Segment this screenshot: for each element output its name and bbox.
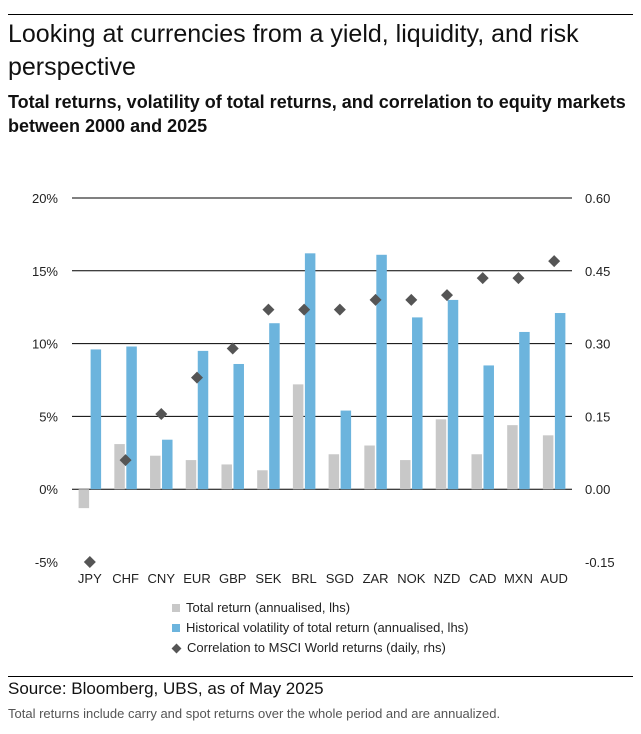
footnote-text: Total returns include carry and spot ret… xyxy=(8,706,501,721)
source-rule xyxy=(8,676,633,677)
bar-volatility xyxy=(90,349,102,490)
point-correlation xyxy=(333,303,346,316)
left-tick-label: 5% xyxy=(39,409,58,424)
bar-total-return xyxy=(257,470,268,490)
bar-volatility xyxy=(233,363,244,490)
x-tick-label: NOK xyxy=(397,571,426,586)
point-correlation xyxy=(226,342,239,355)
bar-volatility xyxy=(197,350,209,490)
bar-total-return xyxy=(542,435,554,490)
left-tick-label: 20% xyxy=(32,191,58,206)
legend-item-volatility: Historical volatility of total return (a… xyxy=(172,618,469,638)
bar-total-return xyxy=(435,419,447,490)
right-tick-label: 0.30 xyxy=(585,337,610,352)
right-tick-label: -0.15 xyxy=(585,555,615,570)
legend-item-correlation: Correlation to MSCI World returns (daily… xyxy=(171,638,469,658)
x-tick-label: SGD xyxy=(326,571,354,586)
x-tick-label: CNY xyxy=(148,571,176,586)
x-tick-label: BRL xyxy=(291,571,316,586)
x-tick-label: JPY xyxy=(78,571,102,586)
x-tick-label: MXN xyxy=(504,571,533,586)
x-tick-label: ZAR xyxy=(363,571,389,586)
chart-title: Looking at currencies from a yield, liqu… xyxy=(8,20,579,81)
point-correlation xyxy=(262,303,275,316)
bar-volatility xyxy=(554,313,566,490)
bar-volatility xyxy=(304,253,316,490)
left-tick-label: 15% xyxy=(32,264,58,279)
bar-total-return xyxy=(292,384,304,490)
bar-volatility xyxy=(412,317,423,490)
bar-total-return xyxy=(78,489,90,509)
bar-total-return xyxy=(185,460,197,490)
top-rule xyxy=(8,14,633,15)
point-correlation xyxy=(405,293,418,306)
legend-swatch-volatility xyxy=(172,624,180,632)
legend-label-volatility: Historical volatility of total return (a… xyxy=(186,620,469,635)
bar-volatility xyxy=(162,439,173,490)
point-correlation xyxy=(369,293,382,306)
legend-item-total-return: Total return (annualised, lhs) xyxy=(172,598,469,618)
right-tick-label: 0.60 xyxy=(585,191,610,206)
bar-volatility xyxy=(126,346,137,490)
x-tick-label: CAD xyxy=(469,571,496,586)
x-tick-label: EUR xyxy=(183,571,210,586)
bar-total-return xyxy=(507,425,518,490)
x-tick-label: SEK xyxy=(255,571,281,586)
bar-volatility xyxy=(447,299,459,490)
point-correlation xyxy=(441,289,453,302)
right-tick-label: 0.00 xyxy=(585,482,610,497)
point-correlation xyxy=(476,272,489,285)
left-tick-label: -5% xyxy=(35,555,59,570)
left-tick-label: 10% xyxy=(32,337,58,352)
bar-total-return xyxy=(471,454,482,490)
x-tick-label: NZD xyxy=(434,571,461,586)
x-tick-label: CHF xyxy=(112,571,139,586)
source-text: Source: Bloomberg, UBS, as of May 2025 xyxy=(8,679,324,698)
point-correlation xyxy=(298,303,311,316)
legend-label-correlation: Correlation to MSCI World returns (daily… xyxy=(187,640,446,655)
point-correlation xyxy=(548,255,561,268)
left-tick-label: 0% xyxy=(39,482,58,497)
legend: Total return (annualised, lhs) Historica… xyxy=(171,598,469,658)
right-tick-label: 0.45 xyxy=(585,264,610,279)
bar-volatility xyxy=(519,331,530,490)
bar-volatility xyxy=(483,365,494,490)
x-tick-label: AUD xyxy=(540,571,567,586)
legend-marker-correlation xyxy=(171,643,182,653)
right-tick-label: 0.15 xyxy=(585,409,610,424)
bar-total-return xyxy=(364,445,375,490)
bar-volatility xyxy=(376,254,387,490)
legend-label-total-return: Total return (annualised, lhs) xyxy=(186,600,351,615)
bar-total-return xyxy=(328,454,340,490)
x-tick-label: GBP xyxy=(219,571,246,586)
legend-swatch-total-return xyxy=(172,604,180,612)
point-correlation xyxy=(119,454,132,467)
point-correlation xyxy=(191,371,203,384)
bar-total-return xyxy=(114,444,125,490)
bar-total-return xyxy=(221,464,232,490)
point-correlation xyxy=(83,556,96,568)
bar-volatility xyxy=(340,410,352,490)
chart-subtitle: Total returns, volatility of total retur… xyxy=(8,92,626,136)
bar-total-return xyxy=(150,455,161,490)
point-correlation xyxy=(512,272,525,285)
chart: 20% 15% 10% 5% 0% -5% 0.60 0.45 0.30 0.15 0.00 -0.1… xyxy=(32,191,615,586)
bar-volatility xyxy=(269,323,280,490)
point-correlation xyxy=(155,407,168,420)
bar-total-return xyxy=(400,460,411,490)
